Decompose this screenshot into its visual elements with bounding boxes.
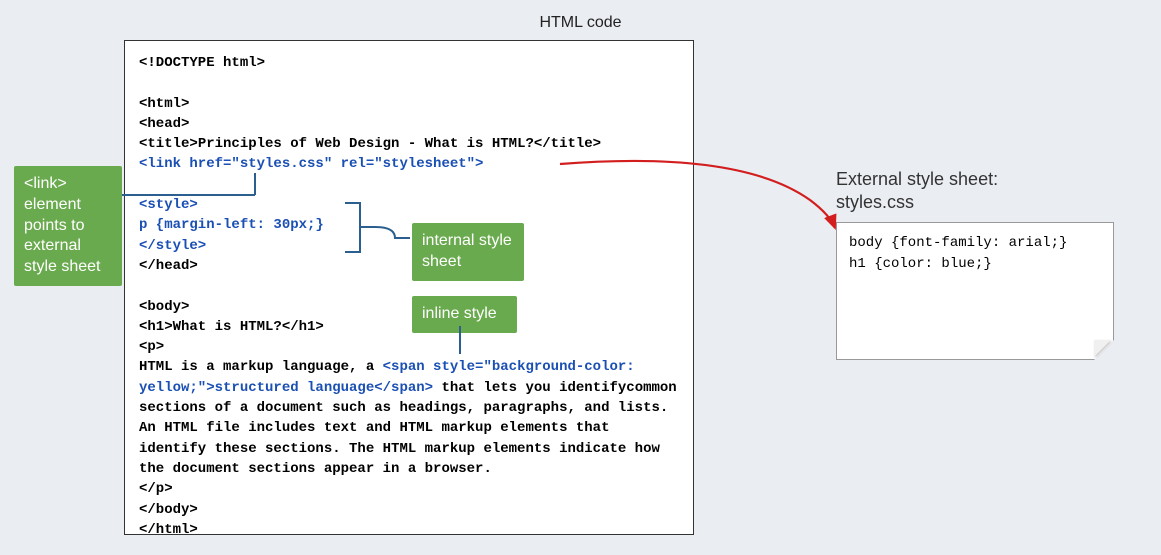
code-style-rule: p {margin-left: 30px;}: [139, 217, 324, 233]
page-curl-icon: [1094, 340, 1114, 360]
code-line: <head>: [139, 116, 189, 132]
code-line: </p>: [139, 481, 173, 497]
html-code-box: <!DOCTYPE html> <html> <head> <title>Pri…: [124, 40, 694, 535]
callout-link-external: <link> element points to external style …: [14, 166, 122, 286]
code-line: </html>: [139, 522, 198, 538]
css-rule-body: body {font-family: arial;}: [849, 233, 1101, 254]
code-span-inline: <span style="background-color: yellow;">…: [139, 359, 643, 395]
code-style-close: </style>: [139, 238, 206, 254]
code-link-element: <link href="styles.css" rel="stylesheet"…: [139, 156, 483, 172]
code-line: </head>: [139, 258, 198, 274]
external-css-box: body {font-family: arial;} h1 {color: bl…: [836, 222, 1114, 360]
code-style-open: <style>: [139, 197, 198, 213]
external-css-label-line2: styles.css: [836, 191, 998, 214]
callout-internal-style: internal style sheet: [412, 223, 524, 281]
code-line: <body>: [139, 299, 189, 315]
code-line: <p>: [139, 339, 164, 355]
code-text: Principles of Web Design - What is HTML?: [198, 136, 534, 152]
code-line: </body>: [139, 502, 198, 518]
code-paragraph: HTML is a markup language, a <span style…: [139, 359, 685, 476]
code-line: <html>: [139, 96, 189, 112]
diagram-title: HTML code: [0, 14, 1161, 32]
external-css-label: External style sheet: styles.css: [836, 168, 998, 213]
code-line: <title>Principles of Web Design - What i…: [139, 136, 601, 152]
callout-inline-style: inline style: [412, 296, 517, 333]
css-rule-h1: h1 {color: blue;}: [849, 254, 1101, 275]
external-css-label-line1: External style sheet:: [836, 168, 998, 191]
code-line: <!DOCTYPE html>: [139, 55, 265, 71]
code-line: <h1>What is HTML?</h1>: [139, 319, 324, 335]
